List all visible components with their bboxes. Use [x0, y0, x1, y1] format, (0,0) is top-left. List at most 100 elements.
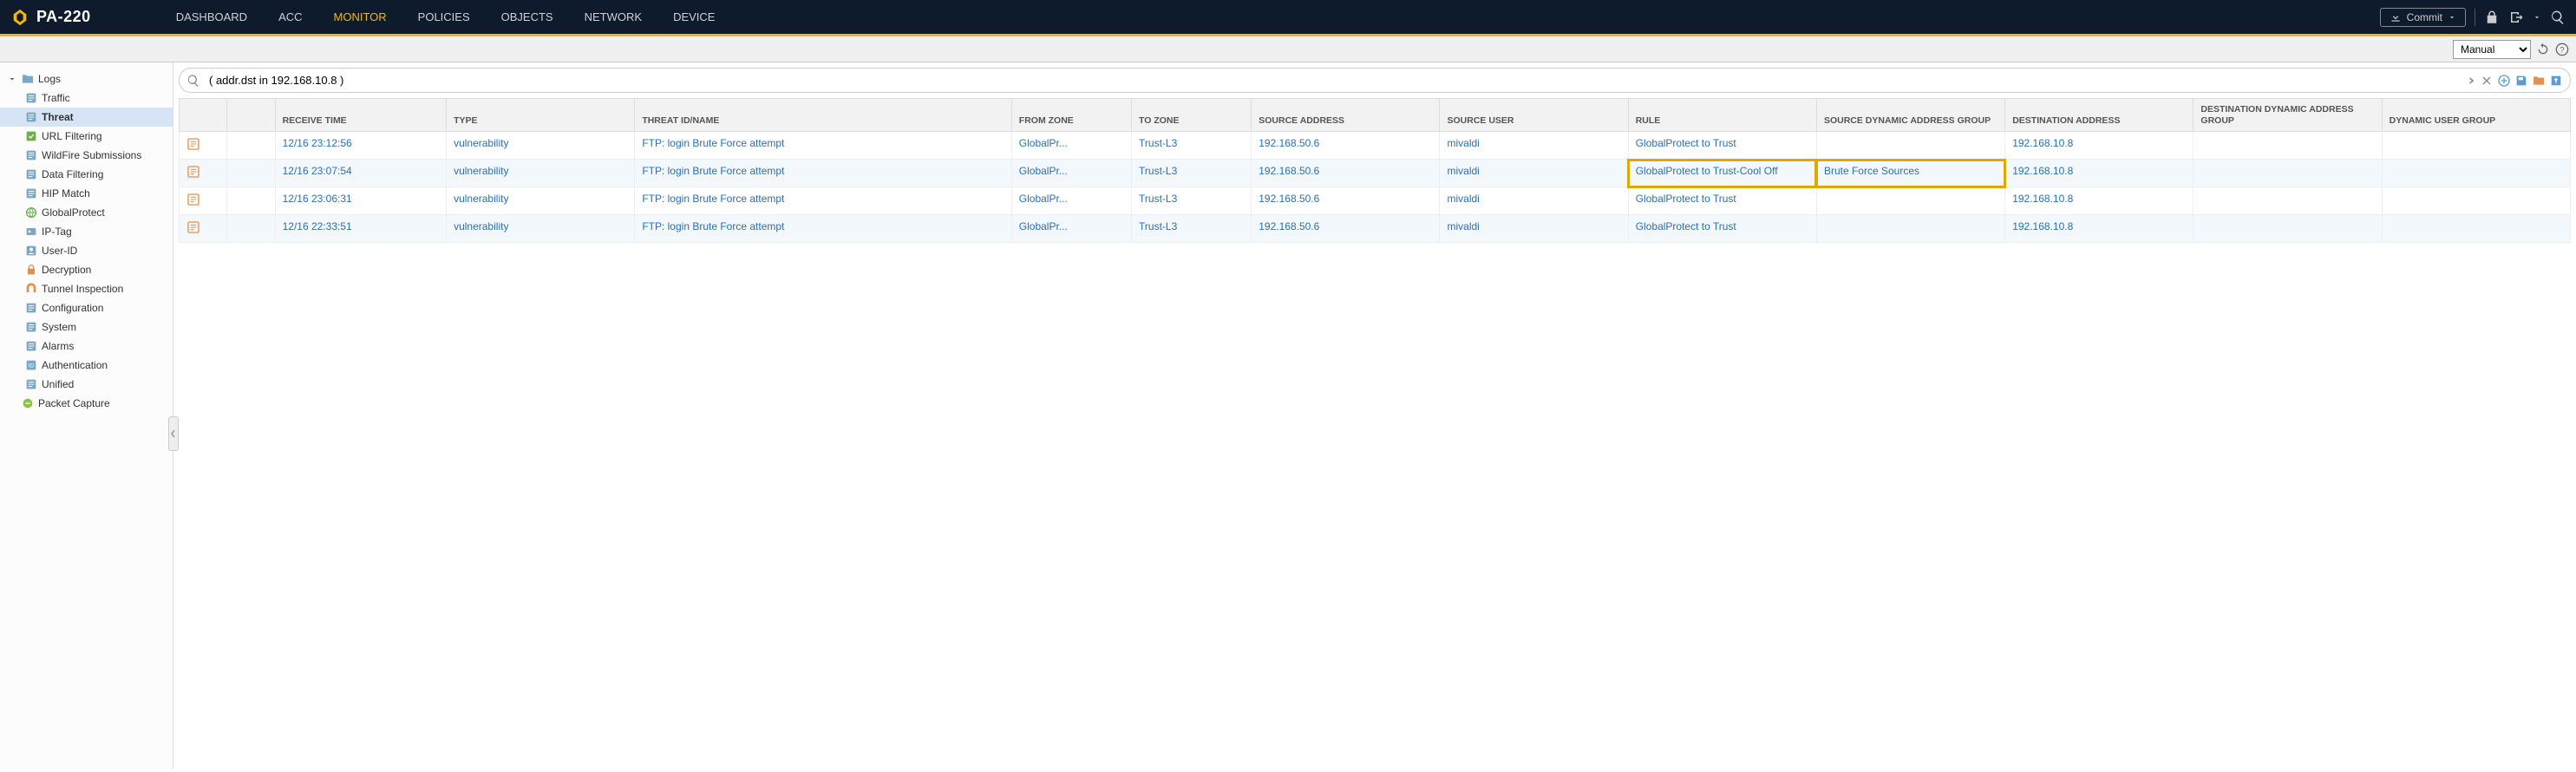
filter-input[interactable]: [206, 70, 2457, 90]
detail-icon[interactable]: [186, 220, 200, 234]
col-header[interactable]: [180, 99, 227, 132]
cell[interactable]: [227, 160, 275, 187]
lock-icon[interactable]: [2484, 10, 2500, 25]
cell[interactable]: Trust-L3: [1132, 215, 1252, 243]
cell[interactable]: 192.168.50.6: [1252, 215, 1440, 243]
cell[interactable]: [1816, 132, 2004, 160]
cell[interactable]: FTP: login Brute Force attempt: [635, 160, 1011, 187]
sidebar-item-system[interactable]: System: [0, 317, 173, 337]
cell[interactable]: GlobalPr...: [1011, 132, 1131, 160]
cell[interactable]: GlobalPr...: [1011, 215, 1131, 243]
sidebar-item-traffic[interactable]: Traffic: [0, 88, 173, 108]
help-icon[interactable]: ?: [2555, 43, 2569, 56]
cell[interactable]: 12/16 22:33:51: [275, 215, 446, 243]
cell[interactable]: [227, 132, 275, 160]
nav-tab-policies[interactable]: POLICIES: [402, 0, 486, 34]
nav-tab-objects[interactable]: OBJECTS: [486, 0, 569, 34]
cell[interactable]: [227, 187, 275, 215]
col-header[interactable]: RULE: [1628, 99, 1816, 132]
detail-icon[interactable]: [186, 193, 200, 206]
detail-icon[interactable]: [186, 137, 200, 151]
cell[interactable]: [1816, 215, 2004, 243]
col-header[interactable]: SOURCE DYNAMIC ADDRESS GROUP: [1816, 99, 2004, 132]
cell[interactable]: FTP: login Brute Force attempt: [635, 215, 1011, 243]
col-header[interactable]: SOURCE ADDRESS: [1252, 99, 1440, 132]
col-header[interactable]: FROM ZONE: [1011, 99, 1131, 132]
cell[interactable]: 192.168.10.8: [2005, 187, 2194, 215]
col-header[interactable]: SOURCE USER: [1440, 99, 1628, 132]
cell[interactable]: [180, 187, 227, 215]
cell[interactable]: 12/16 23:07:54: [275, 160, 446, 187]
cell[interactable]: 192.168.50.6: [1252, 187, 1440, 215]
sidebar-item-globalprotect[interactable]: GlobalProtect: [0, 203, 173, 222]
sidebar-item-user-id[interactable]: User-ID: [0, 241, 173, 260]
search-icon[interactable]: [186, 74, 200, 88]
cell[interactable]: mivaldi: [1440, 215, 1628, 243]
clear-filter-icon[interactable]: [2480, 74, 2494, 88]
sidebar-item-hip-match[interactable]: HIP Match: [0, 184, 173, 203]
sidebar-item-data-filtering[interactable]: Data Filtering: [0, 165, 173, 184]
cell[interactable]: 192.168.50.6: [1252, 132, 1440, 160]
cell[interactable]: [2382, 215, 2570, 243]
cell[interactable]: 192.168.10.8: [2005, 215, 2194, 243]
save-filter-icon[interactable]: [2514, 74, 2528, 88]
tree-packet-capture[interactable]: Packet Capture: [0, 394, 173, 413]
sidebar-item-tunnel-inspection[interactable]: Tunnel Inspection: [0, 279, 173, 298]
cell[interactable]: [2194, 215, 2382, 243]
sidebar-item-threat[interactable]: Threat: [0, 108, 173, 127]
sidebar-item-configuration[interactable]: Configuration: [0, 298, 173, 317]
cell[interactable]: [180, 215, 227, 243]
col-header[interactable]: TYPE: [447, 99, 635, 132]
cell[interactable]: GlobalProtect to Trust-Cool Off: [1628, 160, 1816, 187]
cell[interactable]: 12/16 23:06:31: [275, 187, 446, 215]
detail-icon[interactable]: [186, 165, 200, 179]
cell[interactable]: FTP: login Brute Force attempt: [635, 187, 1011, 215]
sidebar-item-ip-tag[interactable]: IP-Tag: [0, 222, 173, 241]
cell[interactable]: [180, 160, 227, 187]
cell[interactable]: [2382, 187, 2570, 215]
col-header[interactable]: DESTINATION DYNAMIC ADDRESS GROUP: [2194, 99, 2382, 132]
col-header[interactable]: DESTINATION ADDRESS: [2005, 99, 2194, 132]
cell[interactable]: 192.168.50.6: [1252, 160, 1440, 187]
commit-button[interactable]: Commit: [2380, 8, 2466, 27]
chevron-down-icon[interactable]: [2533, 13, 2541, 22]
nav-tab-network[interactable]: NETWORK: [569, 0, 657, 34]
cell[interactable]: Trust-L3: [1132, 160, 1252, 187]
col-header[interactable]: THREAT ID/NAME: [635, 99, 1011, 132]
cell[interactable]: mivaldi: [1440, 132, 1628, 160]
cell[interactable]: 192.168.10.8: [2005, 160, 2194, 187]
cell[interactable]: Trust-L3: [1132, 187, 1252, 215]
cell[interactable]: [2382, 132, 2570, 160]
cell[interactable]: FTP: login Brute Force attempt: [635, 132, 1011, 160]
search-icon[interactable]: [2550, 10, 2566, 25]
col-header[interactable]: DYNAMIC USER GROUP: [2382, 99, 2570, 132]
cell[interactable]: GlobalProtect to Trust: [1628, 132, 1816, 160]
cell[interactable]: mivaldi: [1440, 187, 1628, 215]
cell[interactable]: [1816, 187, 2004, 215]
cell[interactable]: 192.168.10.8: [2005, 132, 2194, 160]
cell[interactable]: Trust-L3: [1132, 132, 1252, 160]
cell[interactable]: [2194, 187, 2382, 215]
cell[interactable]: GlobalProtect to Trust: [1628, 215, 1816, 243]
nav-tab-dashboard[interactable]: DASHBOARD: [160, 0, 263, 34]
cell[interactable]: mivaldi: [1440, 160, 1628, 187]
refresh-mode-select[interactable]: Manual: [2453, 40, 2531, 59]
splitter-handle[interactable]: [168, 416, 179, 451]
nav-tab-acc[interactable]: ACC: [263, 0, 317, 34]
sidebar-item-alarms[interactable]: Alarms: [0, 337, 173, 356]
nav-tab-monitor[interactable]: MONITOR: [318, 0, 402, 34]
add-filter-icon[interactable]: [2497, 74, 2511, 88]
cell[interactable]: GlobalProtect to Trust: [1628, 187, 1816, 215]
sidebar-item-wildfire-submissions[interactable]: WildFire Submissions: [0, 146, 173, 165]
col-header[interactable]: TO ZONE: [1132, 99, 1252, 132]
load-filter-icon[interactable]: [2532, 74, 2546, 88]
cell[interactable]: vulnerability: [447, 160, 635, 187]
nav-tab-device[interactable]: DEVICE: [657, 0, 730, 34]
cell[interactable]: [227, 215, 275, 243]
cell[interactable]: vulnerability: [447, 215, 635, 243]
cell[interactable]: [2382, 160, 2570, 187]
sidebar-item-decryption[interactable]: Decryption: [0, 260, 173, 279]
cell[interactable]: Brute Force Sources: [1816, 160, 2004, 187]
refresh-icon[interactable]: [2536, 43, 2550, 56]
export-icon[interactable]: [2549, 74, 2563, 88]
